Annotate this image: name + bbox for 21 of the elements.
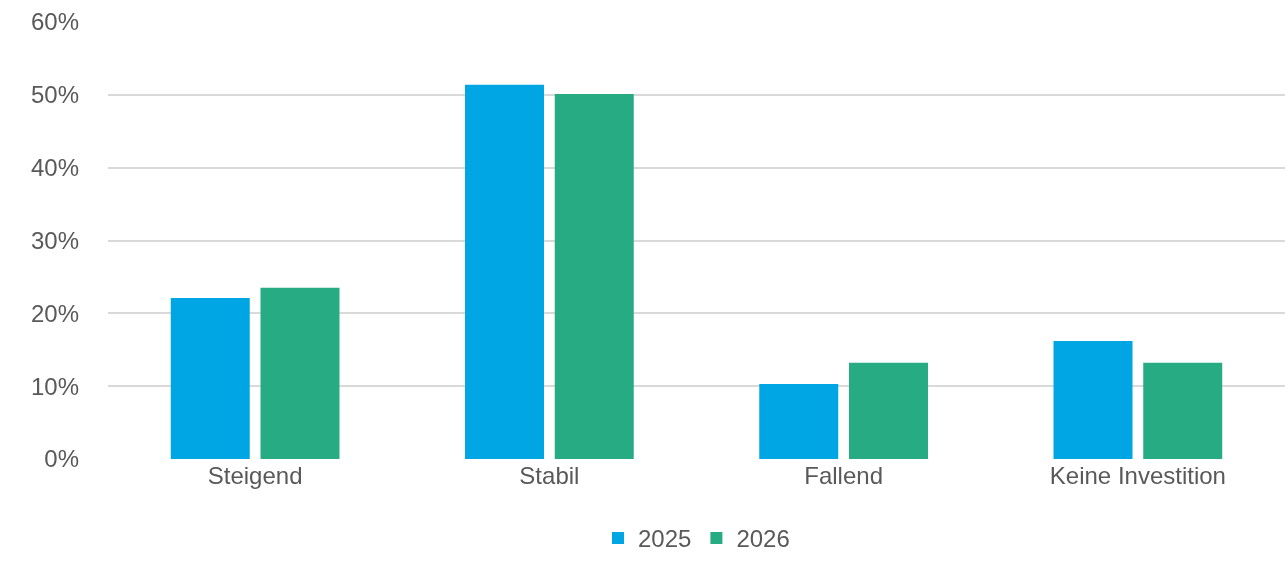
bar (759, 383, 839, 459)
bar (260, 287, 340, 459)
y-tick-label: 0% (44, 445, 79, 473)
y-tick-label: 20% (30, 299, 79, 327)
bar (1143, 362, 1223, 459)
y-tick-label: 60% (30, 8, 79, 36)
x-tick-label: Steigend (207, 462, 303, 489)
x-tick-label: Keine Investition (1049, 462, 1226, 489)
bar (554, 94, 634, 459)
y-tick-label: 50% (30, 81, 79, 109)
bar (170, 298, 250, 459)
bar (1053, 341, 1133, 459)
y-tick-label: 10% (30, 372, 79, 400)
bar (849, 362, 928, 459)
x-tick-label: Fallend (804, 462, 883, 489)
y-tick-label: 30% (30, 226, 79, 254)
y-tick-label: 40% (30, 154, 79, 182)
legend-label: 2025 (638, 525, 692, 553)
x-tick-label: Stabil (519, 462, 580, 489)
legend-label: 2026 (736, 525, 790, 553)
bar (465, 84, 544, 459)
